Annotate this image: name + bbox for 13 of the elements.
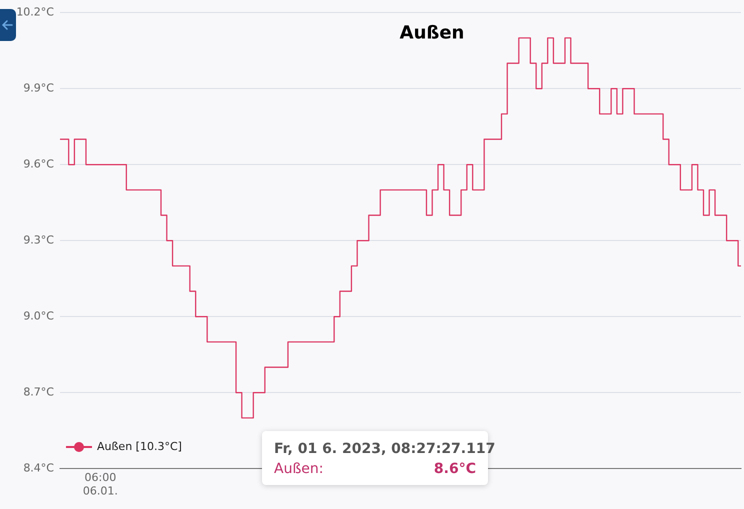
y-tick-label: 10.2°C (16, 5, 54, 18)
y-tick-label: 8.7°C (23, 385, 54, 398)
annotation: 8.6°C (434, 461, 476, 477)
annotation: Außen: (274, 461, 324, 477)
y-tick-label: 9.9°C (23, 81, 54, 94)
x-tick-label: 06:00 06.01. (82, 471, 118, 498)
y-tick-label: 8.4°C (23, 461, 54, 474)
y-tick-label: 9.0°C (23, 309, 54, 322)
y-tick-label: 9.3°C (23, 233, 54, 246)
y-tick-label: 9.6°C (23, 157, 54, 170)
annotation: Fr, 01 6. 2023, 08:27:27.117 (274, 441, 496, 457)
text: Außen (400, 22, 464, 44)
legend-label: Außen [10.3°C] (97, 440, 182, 453)
